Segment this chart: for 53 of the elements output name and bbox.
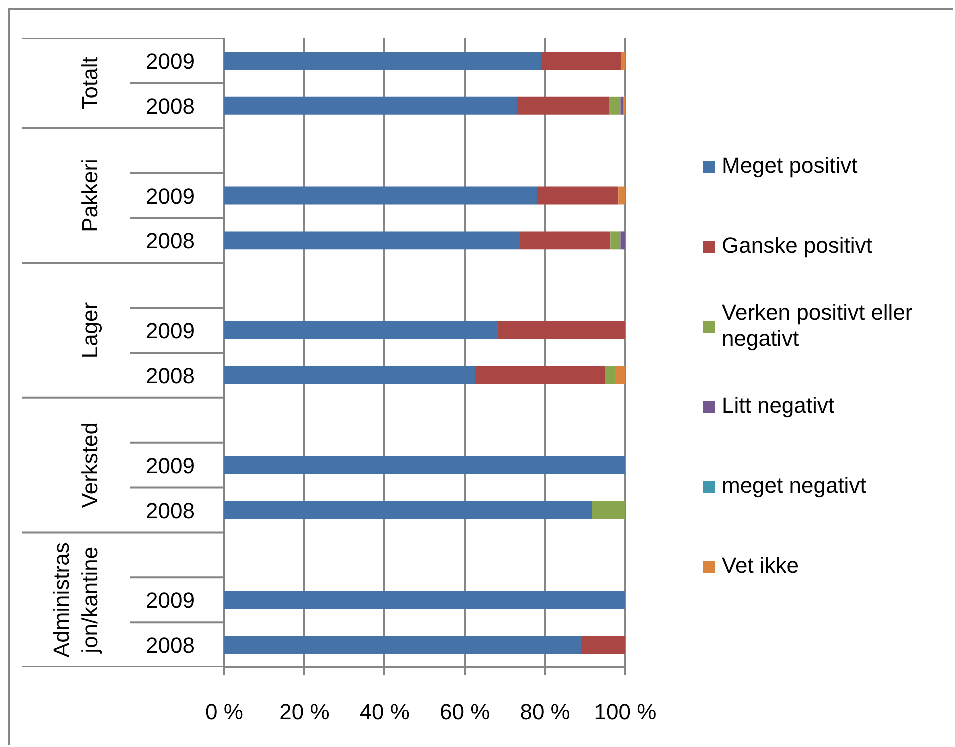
legend-label: Litt negativt [722,392,835,420]
bar [618,186,626,205]
bar [224,186,538,205]
bar [621,52,626,70]
bar [537,186,619,205]
x-tick-label: 80 % [520,700,570,724]
bar [224,591,626,610]
bar [520,232,611,250]
bar [541,52,622,70]
bar [610,232,621,250]
y-tick-label: 2008 [146,633,195,658]
bar [609,96,621,115]
y-tick-label: 2008 [146,94,195,119]
legend-label: Verken positivt eller negativt [722,299,913,353]
text: Verksted [78,422,102,508]
legend-label: Ganske positivt [722,232,872,260]
text: Lager [78,302,102,359]
legend-label: Vet ikke [722,552,800,580]
y-tick-label: 2009 [146,318,195,344]
y-tick-label: 2009 [146,588,195,614]
text: Totalt [78,57,102,110]
bar [580,636,626,654]
x-tick-label: 60 % [440,700,490,724]
legend-label: Meget positivt [722,152,858,180]
y-tick-label: 2009 [146,184,195,209]
legend-label: meget negativt [722,472,866,500]
y-tick-label: 2008 [146,228,195,254]
x-tick-label: 0 % [206,700,244,724]
text: Pakkeri [78,159,102,232]
x-tick-label: 40 % [360,700,410,724]
bar [224,636,581,654]
bar [224,366,476,384]
text: Administrasjon/kantine [48,542,102,658]
y-tick-label: 2008 [146,498,195,524]
bar [498,322,626,340]
y-tick-label: 2009 [146,453,195,478]
bar [224,232,520,250]
bar [592,501,626,520]
bar [517,96,610,115]
x-tick-label: 100 % [594,700,657,724]
x-tick-label: 20 % [280,700,330,724]
bar [620,232,626,250]
bar [224,52,542,70]
bar [224,322,498,340]
bar [615,366,626,384]
y-tick-label: 2008 [146,363,195,388]
bar [224,96,518,115]
bar [620,96,624,115]
bar [224,456,626,474]
bar [224,501,592,520]
bar [475,366,606,384]
y-tick-label: 2009 [146,48,195,74]
bar [605,366,616,384]
